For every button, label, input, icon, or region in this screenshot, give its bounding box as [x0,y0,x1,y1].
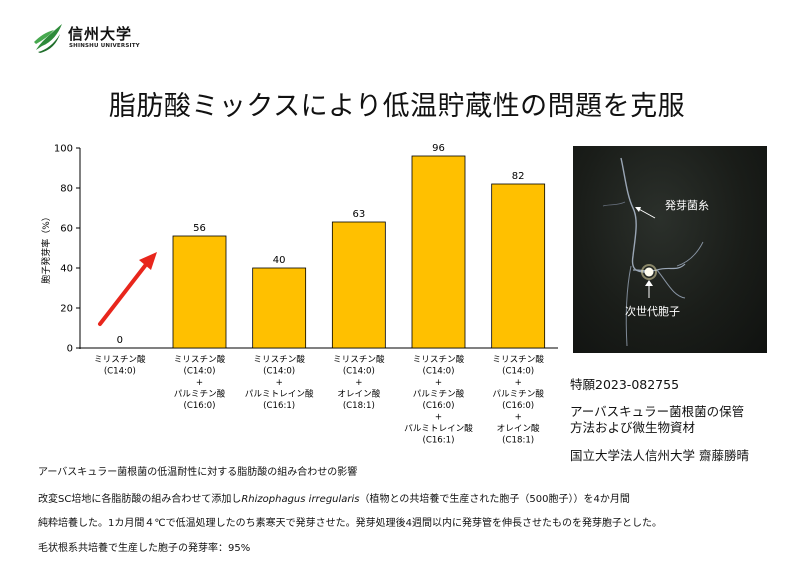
spore-label: 次世代胞子 [625,305,680,318]
category-label: パルミトレイン酸 [245,389,314,400]
patent-title-line1: アーバスキュラー菌根菌の保管 [570,404,745,419]
category-label: パルミチン酸 [413,389,465,400]
category-label: パルミトレイン酸 [404,423,473,434]
category-label: (C14:0) [104,367,136,377]
category-label: ミリスチン酸 [333,354,385,365]
category-label: (C14:0) [263,367,295,377]
y-tick-label: 20 [60,304,73,315]
patent-title-line2: 方法および微生物資材 [570,420,696,435]
bar [491,183,546,349]
category-label: (C14:0) [183,367,215,377]
caption-line1-post: （植物との共培養で生産された胞子（500胞子））を4か月間 [359,494,630,505]
trend-arrow [98,260,150,326]
patent-number: 特願2023-082755 [570,377,680,392]
category-label: + [435,413,442,423]
category-label: (C16:0) [502,401,534,411]
category-label: + [355,378,362,388]
category-label: ミリスチン酸 [174,354,226,365]
category-label: (C16:0) [183,401,215,411]
caption-line2: 純粋培養した。1カ月間４℃で低温処理したのち素寒天で発芽させた。発芽処理後4週間… [38,518,662,529]
category-label: ミリスチン酸 [413,354,465,365]
category-label: (C14:0) [343,367,375,377]
y-tick-label: 80 [60,184,73,195]
category-label: ミリスチン酸 [492,354,544,365]
patent-applicant: 国立大学法人信州大学 齋藤勝晴 [570,448,749,463]
y-axis-label: 胞子発芽率（%） [40,212,52,284]
leaf-logo-icon [34,24,62,53]
category-label: (C16:1) [263,401,295,411]
bar [331,221,386,349]
category-label: + [515,413,522,423]
bar-value-label: 0 [117,335,123,346]
university-subtitle: SHINSHU UNIVERSITY [69,43,140,49]
y-tick-label: 100 [54,144,73,155]
y-tick-label: 40 [60,264,73,275]
category-label: パルミチン酸 [492,389,544,400]
caption-line1: 改変SC培地に各脂肪酸の組み合わせて添加しRhizophagus irregul… [38,490,630,505]
category-label: パルミチン酸 [174,389,226,400]
category-label: + [196,378,203,388]
category-label: + [515,378,522,388]
university-logo: 信州大学 SHINSHU UNIVERSITY [32,20,172,60]
bar [252,267,307,349]
germination-bar-chart: 0 20 40 60 80 100 胞子発芽率（%） 0 ミリスチン酸 (C14:0) 56 ミリスチ… [40,143,558,446]
bar-value-label: 82 [512,171,525,182]
bar-value-label: 96 [432,143,445,154]
category-label: (C14:0) [502,367,534,377]
category-label: ミリスチン酸 [94,354,146,365]
y-tick-label: 60 [60,224,73,235]
bar-value-label: 40 [273,255,286,266]
category-label: オレイン酸 [497,423,540,434]
category-label: ミリスチン酸 [253,354,305,365]
y-tick-label: 0 [67,344,73,355]
bar-value-label: 56 [193,223,206,234]
category-label: + [276,378,283,388]
caption-line3: 毛状根系共培養で生産した胞子の発芽率：95% [38,543,251,554]
category-label: (C18:1) [502,436,534,446]
species-name: Rhizophagus irregularis [241,494,360,505]
category-label: (C18:1) [343,401,375,411]
bar-value-label: 63 [352,209,365,220]
category-label: (C16:0) [422,401,454,411]
category-label: + [435,378,442,388]
category-label: (C16:1) [422,436,454,446]
category-label: オレイン酸 [337,389,380,400]
hypha-label: 発芽菌糸 [665,199,709,212]
category-label: (C14:0) [422,367,454,377]
caption-line1-pre: 改変SC培地に各脂肪酸の組み合わせて添加し [38,494,242,505]
hypha-illustration [602,157,704,347]
microscope-photo: 発芽菌糸 次世代胞子 [573,146,767,353]
bar [172,235,227,349]
bar [411,155,466,349]
caption-heading: アーバスキュラー菌根菌の低温耐性に対する脂肪酸の組み合わせの影響 [38,467,358,478]
university-name: 信州大学 [68,25,133,43]
page-title: 脂肪酸ミックスにより低温貯蔵性の問題を克服 [108,91,686,122]
trend-arrow-head [139,252,157,270]
